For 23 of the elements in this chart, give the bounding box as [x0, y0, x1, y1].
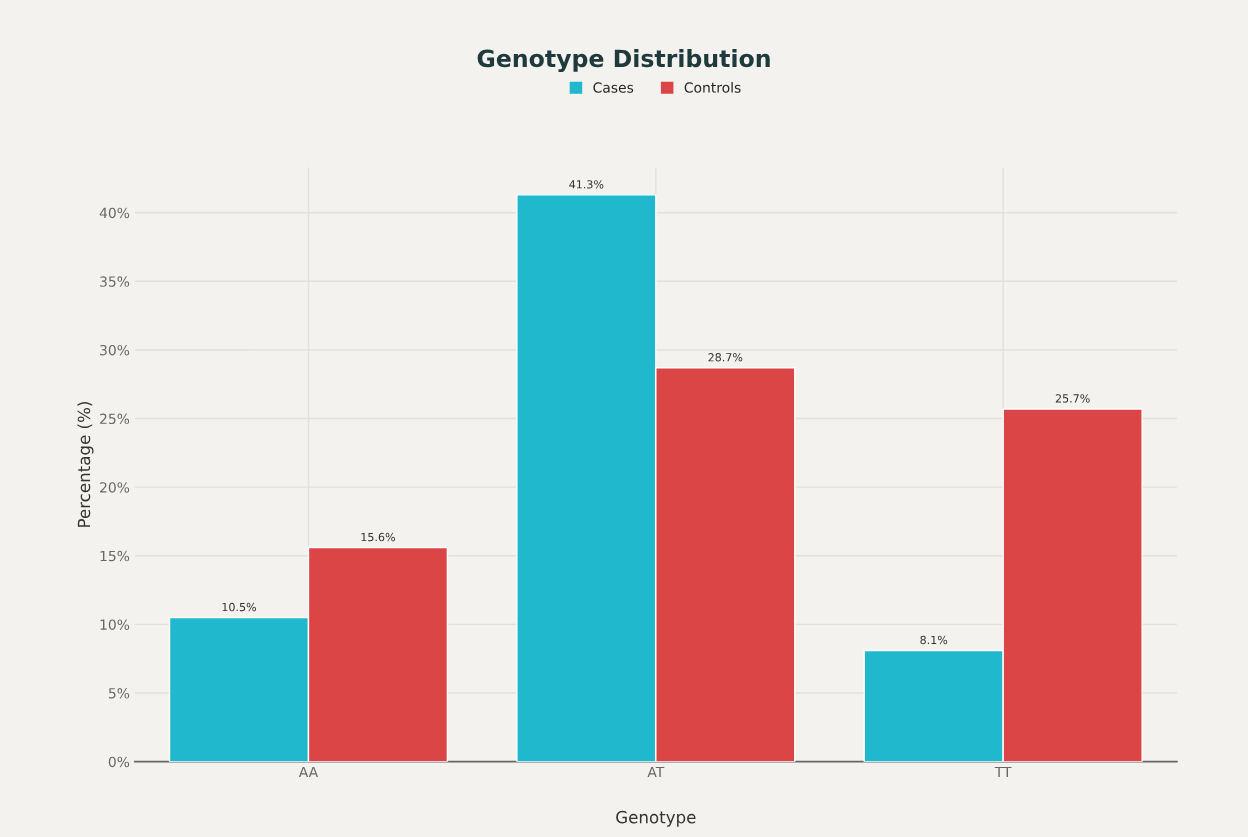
data-label: 8.1% — [920, 635, 948, 645]
y-tick-label: 20% — [100, 482, 130, 493]
legend-label: Cases — [593, 82, 634, 93]
y-tick-label: 0% — [108, 756, 130, 768]
data-label: 41.3% — [569, 180, 604, 189]
y-tick-label: 35% — [100, 276, 130, 287]
legend-label: Controls — [684, 82, 741, 93]
y-tick-label: 15% — [100, 550, 130, 562]
data-label: 15.6% — [361, 532, 395, 542]
y-tick-label: 25% — [100, 413, 130, 425]
y-tick-label: 5% — [108, 688, 130, 699]
x-tick-label: AA — [298, 766, 319, 778]
y-tick-label: 30% — [100, 344, 130, 356]
y-tick-label: 40% — [99, 207, 130, 219]
data-label: 10.5% — [222, 602, 257, 612]
x-tick-label: AT — [647, 766, 665, 778]
data-label: 25.7% — [1055, 394, 1090, 403]
x-axis-title: Genotype — [616, 810, 696, 827]
y-axis-title: Percentage (%) — [77, 402, 94, 527]
chart-title: Genotype Distribution — [477, 49, 770, 73]
data-label: 28.7% — [708, 353, 743, 362]
x-tick-label: TT — [994, 766, 1012, 778]
y-tick-label: 10% — [100, 619, 130, 630]
